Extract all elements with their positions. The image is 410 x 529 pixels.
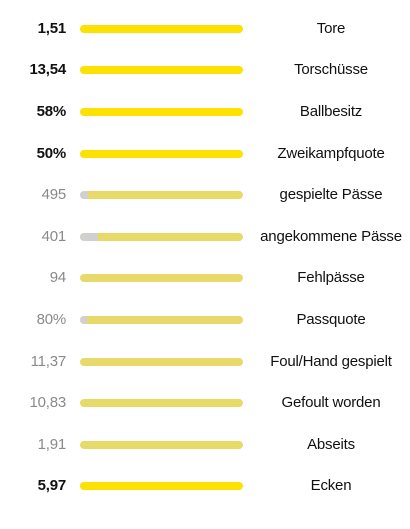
stat-label: Fehlpässe bbox=[297, 269, 365, 287]
stat-bar bbox=[80, 482, 243, 491]
stat-bar bbox=[80, 315, 243, 324]
stat-row-gefoult-worden: 10,83 Gefoult worden bbox=[0, 382, 410, 424]
stat-value: 13,54 bbox=[29, 61, 66, 79]
stat-row-zweikampfquote: 50% Zweikampfquote bbox=[0, 133, 410, 175]
stat-value: 80% bbox=[36, 310, 67, 328]
stat-row-gespielte-paesse: 495 gespielte Pässe bbox=[0, 174, 410, 216]
stat-row-foul-hand-gespielt: 11,37 Foul/Hand gespielt bbox=[0, 341, 410, 383]
stat-bar bbox=[80, 24, 243, 33]
stat-label: Foul/Hand gespielt bbox=[270, 352, 392, 370]
stat-value: 1,51 bbox=[37, 19, 67, 37]
stat-label: Abseits bbox=[307, 435, 355, 453]
stat-row-tore: 1,51 Tore bbox=[0, 8, 410, 50]
stat-label: Torschüsse bbox=[294, 61, 368, 79]
stat-label: Tore bbox=[316, 19, 346, 37]
stat-bar bbox=[80, 399, 243, 408]
stats-comparison-list: 1,51 Tore 13,54 Torschüsse 58% Ballbesit… bbox=[0, 8, 410, 507]
stat-row-abseits: 1,91 Abseits bbox=[0, 424, 410, 466]
stat-label: Passquote bbox=[296, 310, 366, 328]
stat-bar bbox=[80, 149, 243, 158]
stat-bar bbox=[80, 66, 243, 75]
stat-label: Zweikampfquote bbox=[277, 144, 385, 162]
stat-value: 10,83 bbox=[29, 394, 66, 412]
stat-bar bbox=[80, 357, 243, 366]
stat-label: Gefoult worden bbox=[281, 394, 381, 412]
stat-value: 94 bbox=[49, 269, 66, 287]
stat-label: Ecken bbox=[310, 477, 352, 495]
stat-value: 401 bbox=[41, 227, 67, 245]
stat-bar-other-share bbox=[80, 191, 89, 200]
stat-value: 11,37 bbox=[30, 352, 67, 370]
stat-value: 5,97 bbox=[37, 477, 67, 495]
stat-row-torschuesse: 13,54 Torschüsse bbox=[0, 50, 410, 92]
stat-value: 50% bbox=[36, 144, 67, 162]
stat-bar bbox=[80, 274, 243, 283]
stat-bar bbox=[80, 107, 243, 116]
stat-bar bbox=[80, 440, 243, 449]
stat-row-ecken: 5,97 Ecken bbox=[0, 466, 410, 508]
stat-bar-other-share bbox=[80, 232, 98, 241]
stat-row-passquote: 80% Passquote bbox=[0, 299, 410, 341]
stat-value: 495 bbox=[41, 186, 67, 204]
stat-label: angekommene Pässe bbox=[260, 227, 402, 245]
stat-row-fehlpaesse: 94 Fehlpässe bbox=[0, 258, 410, 300]
stat-label: Ballbesitz bbox=[299, 102, 363, 120]
stat-bar bbox=[80, 191, 243, 200]
stat-value: 1,91 bbox=[37, 435, 67, 453]
stat-bar-other-share bbox=[80, 315, 87, 324]
stat-row-angekommene-paesse: 401 angekommene Pässe bbox=[0, 216, 410, 258]
stat-row-ballbesitz: 58% Ballbesitz bbox=[0, 91, 410, 133]
stat-label: gespielte Pässe bbox=[279, 186, 383, 204]
stat-value: 58% bbox=[36, 102, 67, 120]
stat-bar bbox=[80, 232, 243, 241]
